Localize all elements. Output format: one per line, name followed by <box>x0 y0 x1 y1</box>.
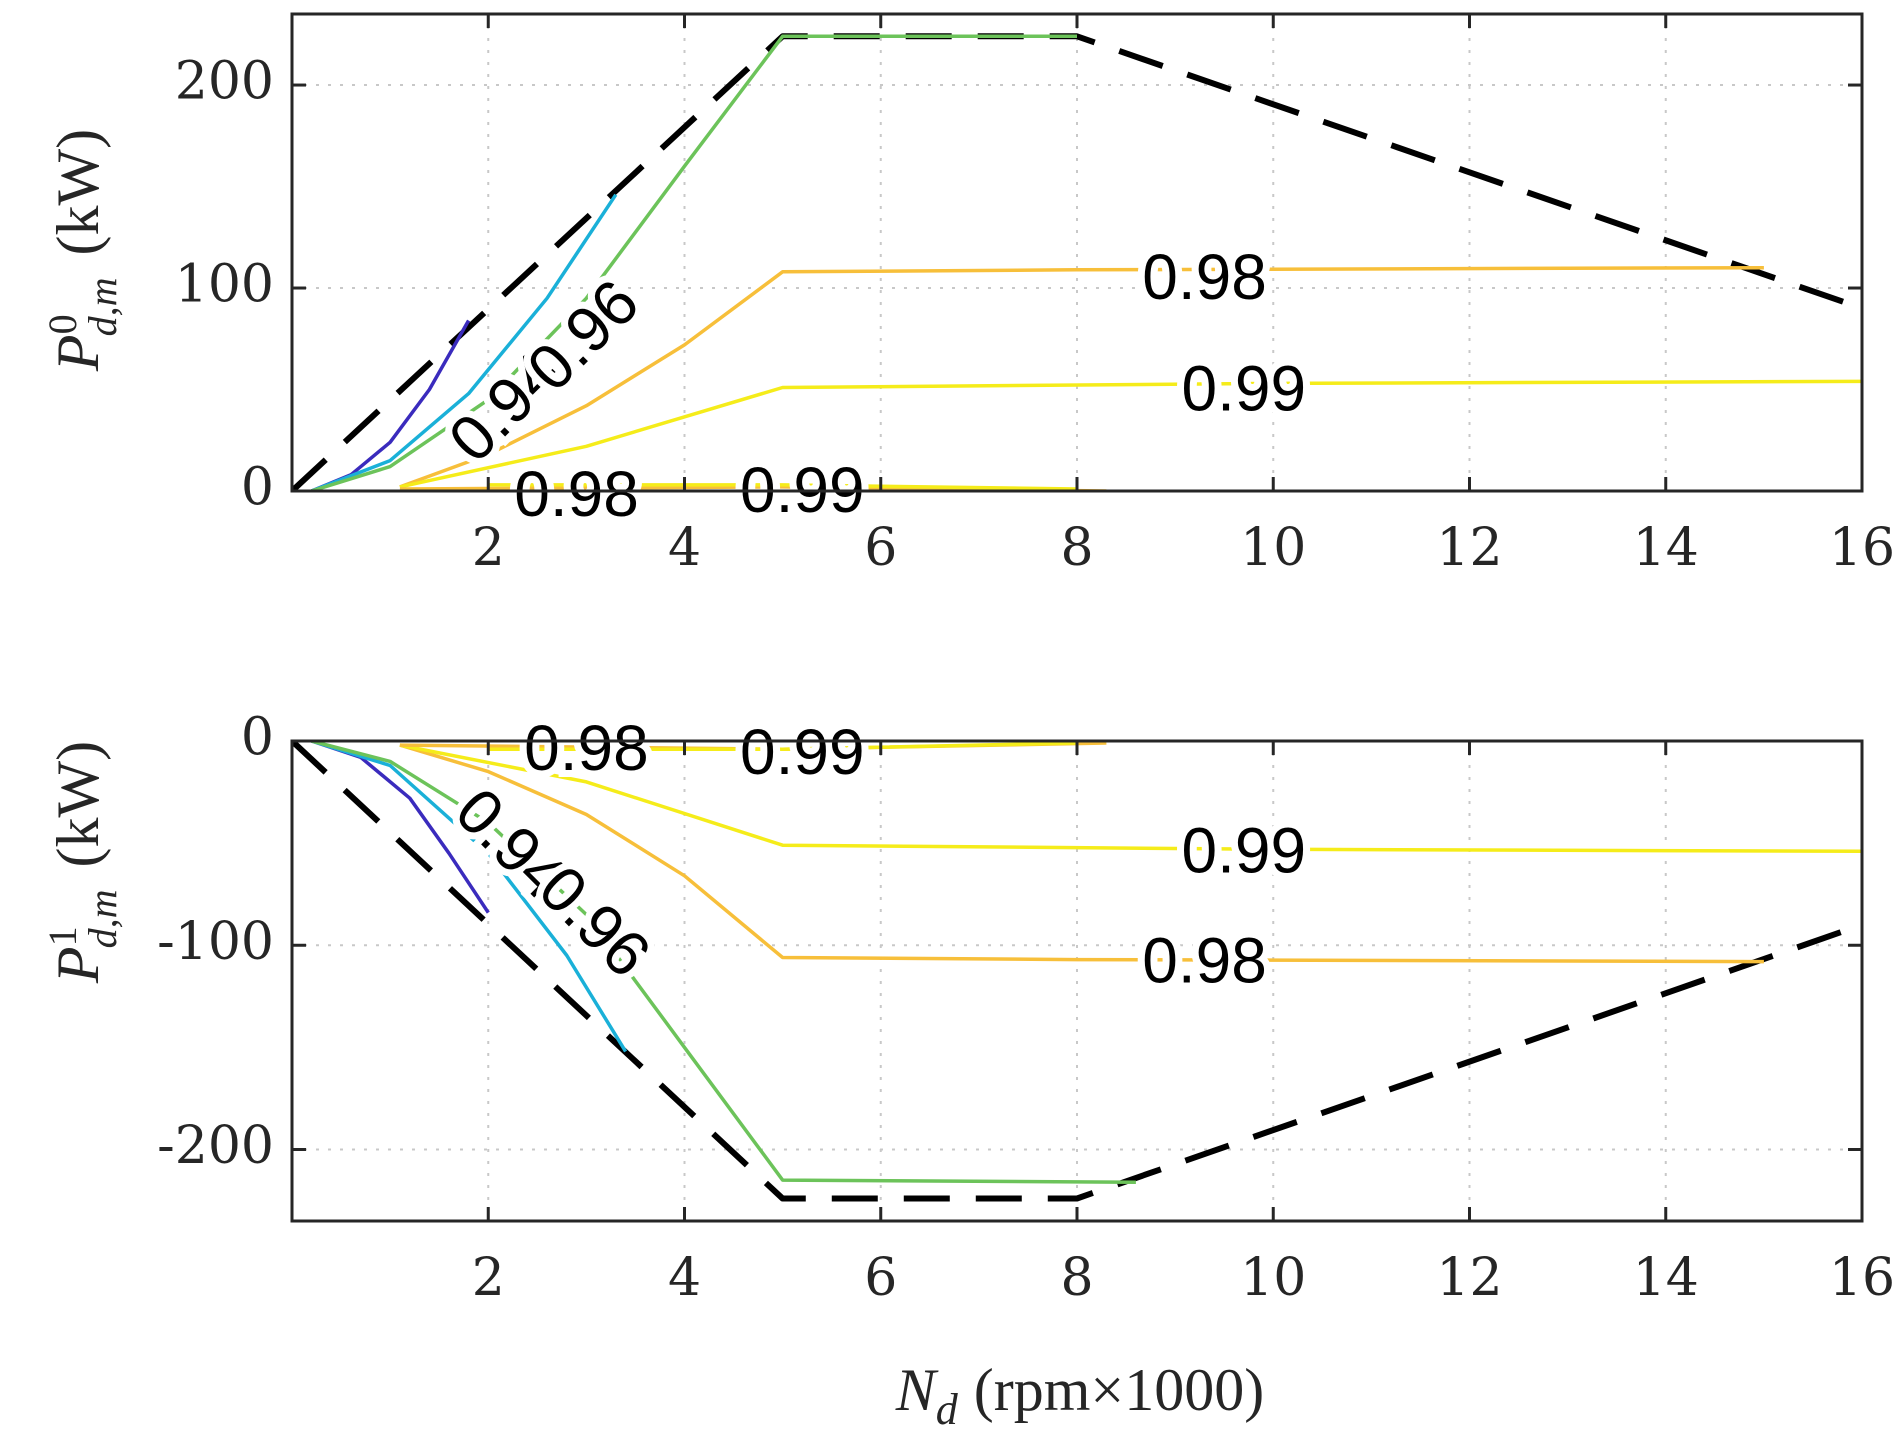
svg-text:P1d,m(kW): P1d,m (kW) <box>40 741 125 984</box>
bottom-contour-label-0-98: 0.98 <box>524 712 649 784</box>
bottom-ytick-label: 0 <box>241 708 274 768</box>
top-xtick-label: 14 <box>1633 518 1699 578</box>
top-contour-label-0-99: 0.99 <box>1182 352 1307 424</box>
top-ytick-label: 100 <box>175 255 274 315</box>
top-xtick-label: 8 <box>1060 518 1093 578</box>
bottom-xtick-label: 2 <box>472 1248 505 1308</box>
xlabel-var: N <box>895 1357 939 1423</box>
top-ylabel-sup: 0 <box>40 314 85 334</box>
bottom-ylabel-unit: (kW) <box>45 741 111 868</box>
top-series-0-96 <box>311 34 1077 491</box>
bottom-xtick-label: 8 <box>1060 1248 1093 1308</box>
bottom-series-0-98-high <box>399 743 1764 964</box>
bottom-ytick-label: -100 <box>157 912 274 972</box>
bottom-series-group <box>292 741 1862 1202</box>
top-contour-label-0-98: 0.98 <box>1142 241 1267 313</box>
bottom-ylabel-var: P <box>45 946 111 984</box>
xlabel-sub: d <box>936 1385 959 1434</box>
xlabel: Nd (rpm×1000) <box>895 1357 1264 1434</box>
top-series-0-99-low <box>488 483 1078 491</box>
top-series-0-98-high <box>399 265 1764 489</box>
bottom-series-0-99-low <box>488 741 1078 751</box>
bottom-ytick-label: -200 <box>157 1116 274 1176</box>
bottom-xtick-label: 16 <box>1829 1248 1895 1308</box>
top-ytick-label: 200 <box>175 52 274 112</box>
top-xtick-label: 2 <box>472 518 505 578</box>
xlabel-rest: (rpm×1000) <box>974 1357 1264 1423</box>
bottom-plot: 0.940.960.98 0.990.990.982 4 6 8 10 12 14 160-10… <box>157 705 1895 1308</box>
svg-text:P0d,m(kW): P0d,m (kW) <box>40 129 125 372</box>
bottom-ylabel-sub: d,m <box>80 890 125 949</box>
top-xtick-label: 16 <box>1829 518 1895 578</box>
top-series-0-95 <box>310 193 618 491</box>
top-xtick-label: 6 <box>864 518 897 578</box>
top-ylabel-unit: (kW) <box>45 129 111 256</box>
top-series-0-99-high <box>399 379 1862 489</box>
top-xtick-label: 10 <box>1240 518 1306 578</box>
top-xtick-label: 12 <box>1436 518 1502 578</box>
bottom-ylabel-sup: 1 <box>40 926 85 946</box>
bottom-contour-label-0-99: 0.99 <box>740 716 865 788</box>
top-xtick-label: 4 <box>668 518 701 578</box>
bottom-xtick-label: 14 <box>1633 1248 1699 1308</box>
top-ytick-label: 0 <box>241 458 274 518</box>
bottom-ylabel: P1d,m (kW) <box>40 741 125 984</box>
bottom-xtick-label: 12 <box>1436 1248 1502 1308</box>
bottom-series-0-96 <box>311 741 1136 1184</box>
bottom-series-0-95 <box>311 741 628 1053</box>
bottom-series-0-99-high <box>399 743 1862 854</box>
bottom-contour-label-0-98: 0.98 <box>1142 925 1267 997</box>
top-ylabel: P0d,m (kW) <box>40 129 125 372</box>
bottom-contour-label-0-99: 0.99 <box>1182 814 1307 886</box>
bottom-xtick-label: 10 <box>1240 1248 1306 1308</box>
bottom-series-envelope <box>292 741 1862 1202</box>
top-ylabel-sub: d,m <box>80 278 125 337</box>
top-ylabel-var: P <box>45 334 111 372</box>
svg-text:Nd(rpm×1000): Nd (rpm×1000) <box>895 1357 1264 1434</box>
top-contour-label-0-98: 0.98 <box>514 458 639 530</box>
bottom-xtick-label: 6 <box>864 1248 897 1308</box>
top-plot: 0.940.96 0.980.990.98 0.992 4 6 8 10 12 14 160100… <box>175 12 1895 578</box>
bottom-xtick-label: 4 <box>668 1248 701 1308</box>
